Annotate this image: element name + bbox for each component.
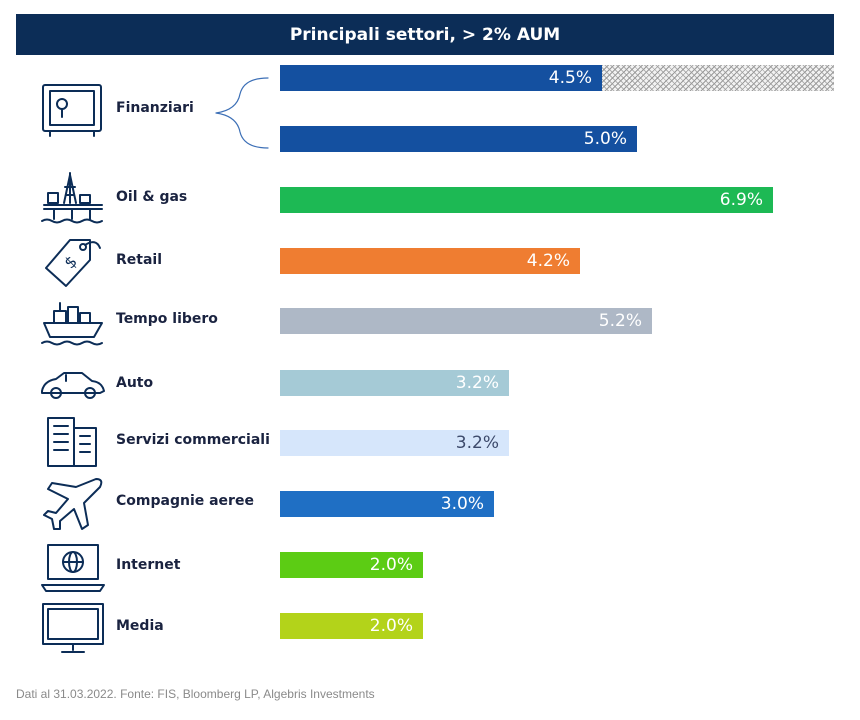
bar-value-label: 2.0% <box>369 616 413 636</box>
bar-media: 2.0% <box>280 613 423 639</box>
sector-row-tempo-libero: Tempo libero <box>0 289 860 353</box>
sector-row-retail: $ Retail <box>0 230 860 294</box>
bar-internet: 2.0% <box>280 552 423 578</box>
sector-label: Internet <box>116 557 181 573</box>
bar-value-label: 5.0% <box>583 129 627 149</box>
bar-oil-gas: 6.9% <box>280 187 773 213</box>
sector-row-internet: Internet <box>0 535 860 599</box>
chart-title: Principali settori, > 2% AUM <box>16 14 834 55</box>
price-tag-icon: $ <box>45 239 101 287</box>
bar-value-label: 3.2% <box>455 433 499 453</box>
sector-row-oil-gas: Oil & gas <box>0 167 860 231</box>
bar-servizi-commerciali: 3.2% <box>280 430 509 456</box>
sector-row-finanziari: Finanziari <box>0 78 860 142</box>
bar-compagnie-aeree: 3.0% <box>280 491 494 517</box>
bar-value-label: 4.5% <box>548 68 592 88</box>
bar-value-label: 3.2% <box>455 373 499 393</box>
bar-retail: 4.2% <box>280 248 580 274</box>
bar-value-label: 4.2% <box>526 251 570 271</box>
bar-tempo-libero: 5.2% <box>280 308 652 334</box>
tv-monitor-icon <box>42 603 104 653</box>
car-icon <box>41 372 105 399</box>
finanziari-hatched-remainder <box>602 65 834 91</box>
bar-auto: 3.2% <box>280 370 509 396</box>
sector-label: Media <box>116 618 164 634</box>
bar-finanziari: 4.5% <box>280 65 602 91</box>
bar-value-label: 2.0% <box>369 555 413 575</box>
sector-label: Compagnie aeree <box>116 493 254 509</box>
sector-label: Tempo libero <box>116 311 218 327</box>
bar-value-label: 6.9% <box>719 190 763 210</box>
sector-label: Oil & gas <box>116 189 188 205</box>
bar-value-label: 5.2% <box>598 311 642 331</box>
bar-value-label: 3.0% <box>440 494 484 514</box>
source-note: Dati al 31.03.2022. Fonte: FIS, Bloomber… <box>16 687 375 701</box>
sector-label: Retail <box>116 252 163 268</box>
airplane-icon <box>43 478 103 530</box>
finanziari-brace <box>215 77 269 149</box>
sector-row-auto: Auto <box>0 353 860 417</box>
sector-label: Auto <box>116 375 154 391</box>
sector-row-compagnie-aeree: Compagnie aeree <box>0 471 860 535</box>
sector-row-servizi-commerciali: Servizi commerciali <box>0 410 860 474</box>
oil-rig-icon <box>41 172 103 224</box>
cruise-ship-icon <box>41 302 103 346</box>
sector-label: Servizi commerciali <box>116 432 270 448</box>
laptop-globe-icon <box>41 544 105 592</box>
safe-icon <box>42 84 102 137</box>
sector-row-media: Media <box>0 596 860 660</box>
sector-label: Finanziari <box>116 100 194 116</box>
svg-text:$: $ <box>60 252 81 273</box>
office-building-icon <box>47 417 97 467</box>
bar-finanziari: 5.0% <box>280 126 637 152</box>
